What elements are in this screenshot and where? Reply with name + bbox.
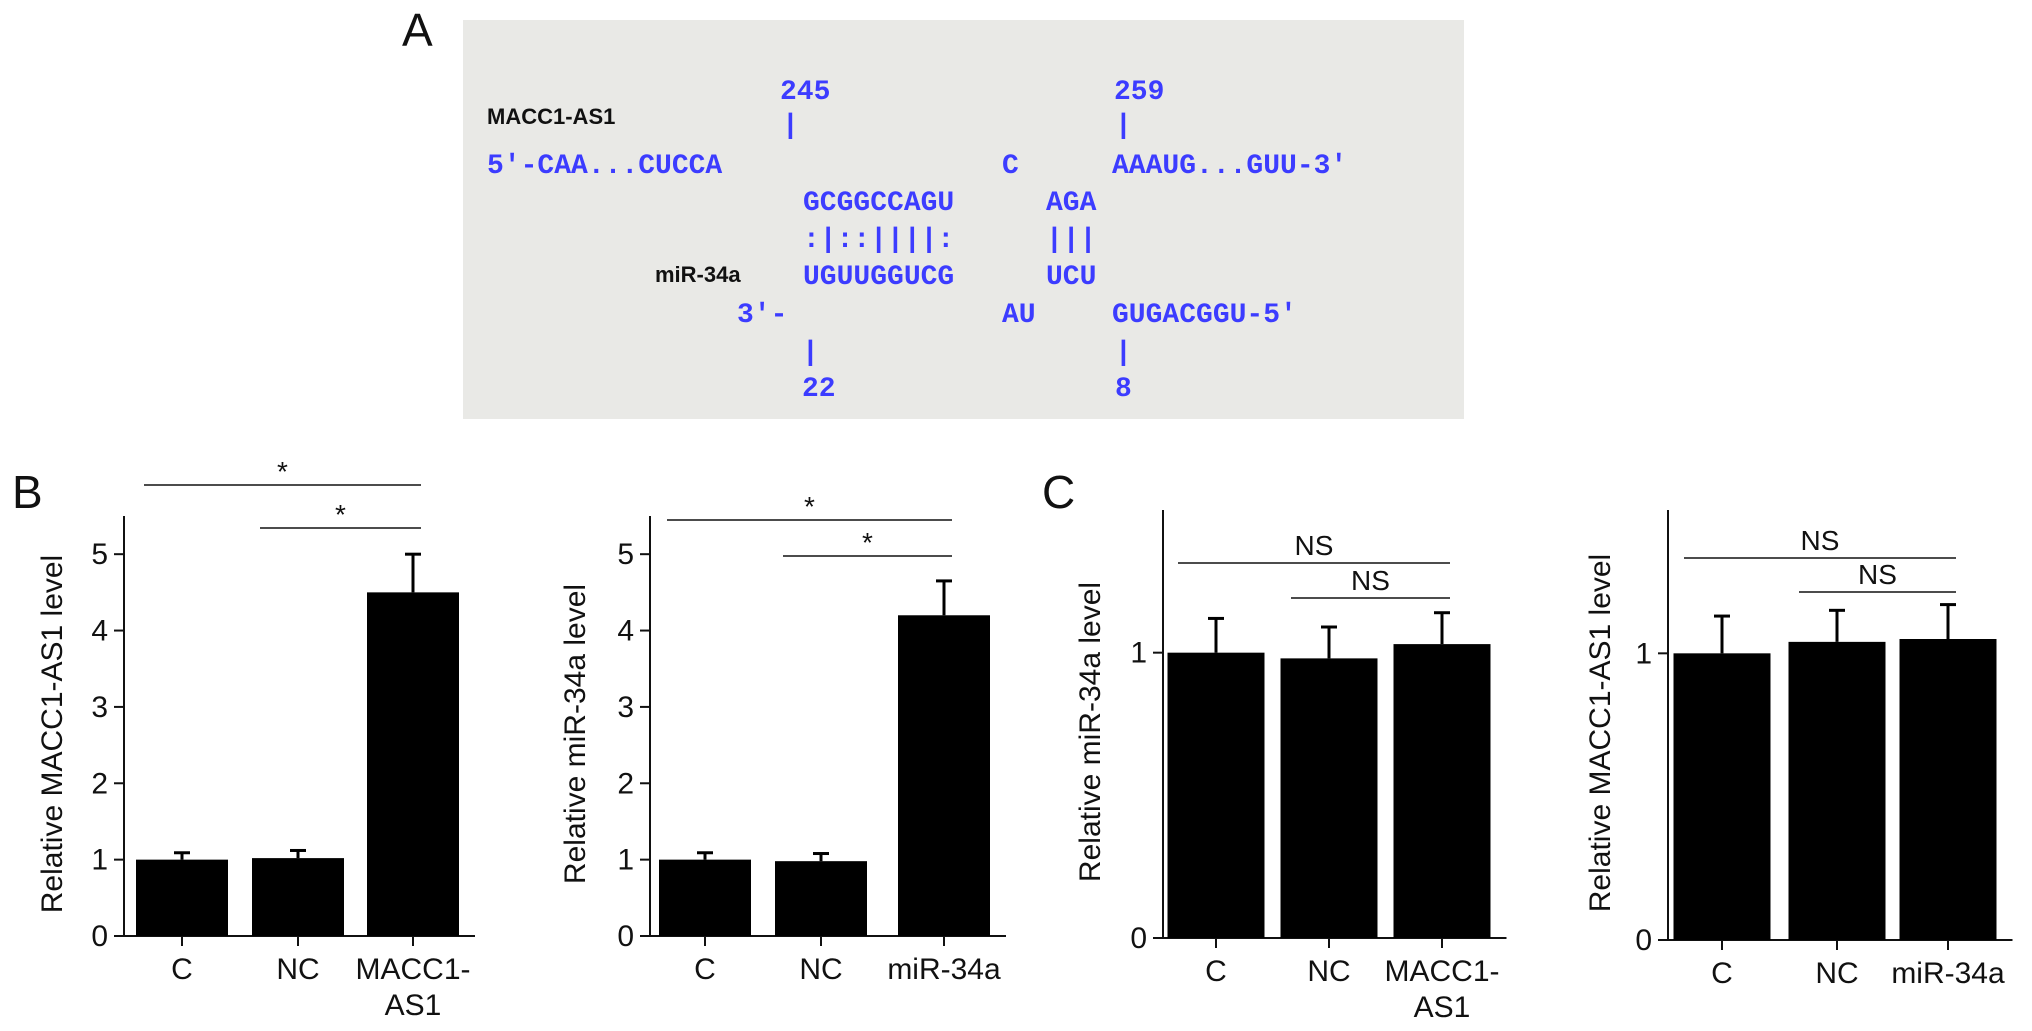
macc1-seq-bulge: C — [1002, 151, 1019, 182]
y-tick-label: 3 — [91, 691, 108, 724]
paired-macc1-block-2: AGA — [1046, 188, 1097, 219]
significance-label: NS — [1295, 530, 1334, 561]
position-245: 245 — [780, 77, 830, 108]
bar — [659, 859, 751, 936]
bar — [136, 859, 228, 936]
x-category-label: C — [694, 953, 716, 986]
significance-label: NS — [1801, 525, 1840, 556]
pairing-marks-2: ||| — [1046, 225, 1096, 256]
x-category-label: miR-34a — [887, 953, 1001, 986]
position-22: 22 — [802, 374, 836, 405]
bar — [1673, 653, 1771, 940]
y-tick-label: 1 — [617, 844, 634, 877]
x-category-label: AS1 — [385, 989, 442, 1022]
mir-seq-bulge: AU — [1002, 300, 1036, 331]
y-tick-label: 0 — [91, 920, 108, 953]
chart-b-mir-34a-level: 0 1 2 3 4 5 Relative miR-34a level C NC miR-34a * * — [559, 491, 1006, 986]
y-tick-label: 0 — [1130, 922, 1147, 955]
tick-8: | — [1115, 338, 1132, 369]
y-tick-label: 0 — [1635, 924, 1652, 957]
panel-b-letter: B — [12, 466, 43, 518]
pairing-marks-1: :|::||||: — [803, 225, 954, 256]
macc1-seq-right: AAAUG...GUU-3' — [1112, 151, 1347, 182]
y-tick-label: 4 — [617, 615, 634, 648]
bar — [252, 858, 344, 936]
mir-34a-label: miR-34a — [655, 262, 741, 287]
chart-b-macc1-as1-level: 0 1 2 3 4 5 Relative MACC1-AS1 level C NC MACC1-A… — [36, 456, 475, 1022]
chart-c-macc1-as1-level: 0 1 Relative MACC1-AS1 level C NC miR-34a NS NS — [1584, 510, 2013, 990]
y-tick-label: 3 — [617, 691, 634, 724]
x-category-label: C — [1205, 955, 1227, 988]
y-tick-label: 2 — [617, 767, 634, 800]
bar — [367, 592, 459, 936]
y-tick-label: 5 — [617, 538, 634, 571]
y-tick-label: 1 — [1130, 637, 1147, 670]
x-category-label: MACC1- — [1384, 955, 1499, 988]
tick-22: | — [802, 338, 819, 369]
panel-c-letter: C — [1042, 466, 1075, 518]
bar — [1280, 658, 1378, 938]
y-axis-label: Relative MACC1-AS1 level — [1584, 554, 1617, 912]
bar — [1393, 644, 1491, 938]
tick-245: | — [782, 111, 799, 142]
x-category-label: C — [1711, 957, 1733, 990]
mir-seq-left: 3'- — [737, 300, 787, 331]
position-8: 8 — [1115, 374, 1132, 405]
position-259: 259 — [1114, 77, 1164, 108]
paired-macc1-block-1: GCGGCCAGU — [803, 188, 954, 219]
y-tick-label: 5 — [91, 538, 108, 571]
macc1-as1-label: MACC1-AS1 — [487, 104, 615, 129]
bar — [775, 861, 867, 936]
x-category-label: miR-34a — [1891, 957, 2005, 990]
panel-a-letter: A — [402, 4, 433, 56]
x-category-label: MACC1- — [355, 953, 470, 986]
paired-mir-block-2: UCU — [1046, 262, 1096, 293]
x-category-label: NC — [1307, 955, 1350, 988]
x-category-label: NC — [1815, 957, 1858, 990]
x-category-label: C — [171, 953, 193, 986]
sequence-alignment-box — [463, 20, 1464, 419]
bar — [1788, 641, 1886, 940]
y-axis-label: Relative miR-34a level — [559, 584, 592, 884]
chart-c-mir-34a-level: 0 1 Relative miR-34a level C NC MACC1-AS1 NS NS — [1074, 510, 1507, 1024]
significance-label: * — [862, 527, 873, 558]
y-axis-label: Relative MACC1-AS1 level — [36, 555, 69, 913]
bar — [1167, 652, 1265, 938]
mir-seq-right: GUGACGGU-5' — [1112, 300, 1297, 331]
paired-mir-block-1: UGUUGGUCG — [803, 262, 954, 293]
significance-label: * — [804, 491, 815, 522]
significance-label: NS — [1858, 559, 1897, 590]
significance-label: * — [277, 456, 288, 487]
significance-label: NS — [1351, 565, 1390, 596]
y-tick-label: 1 — [1635, 637, 1652, 670]
y-tick-label: 1 — [91, 844, 108, 877]
x-category-label: AS1 — [1414, 991, 1471, 1024]
y-tick-label: 0 — [617, 920, 634, 953]
x-category-label: NC — [276, 953, 319, 986]
y-tick-label: 4 — [91, 615, 108, 648]
y-axis-label: Relative miR-34a level — [1074, 582, 1107, 882]
significance-label: * — [335, 499, 346, 530]
bar — [1899, 639, 1997, 940]
tick-259: | — [1115, 111, 1132, 142]
y-tick-label: 2 — [91, 767, 108, 800]
bar — [898, 615, 990, 936]
macc1-seq-left: 5'-CAA...CUCCA — [487, 151, 722, 182]
x-category-label: NC — [799, 953, 842, 986]
